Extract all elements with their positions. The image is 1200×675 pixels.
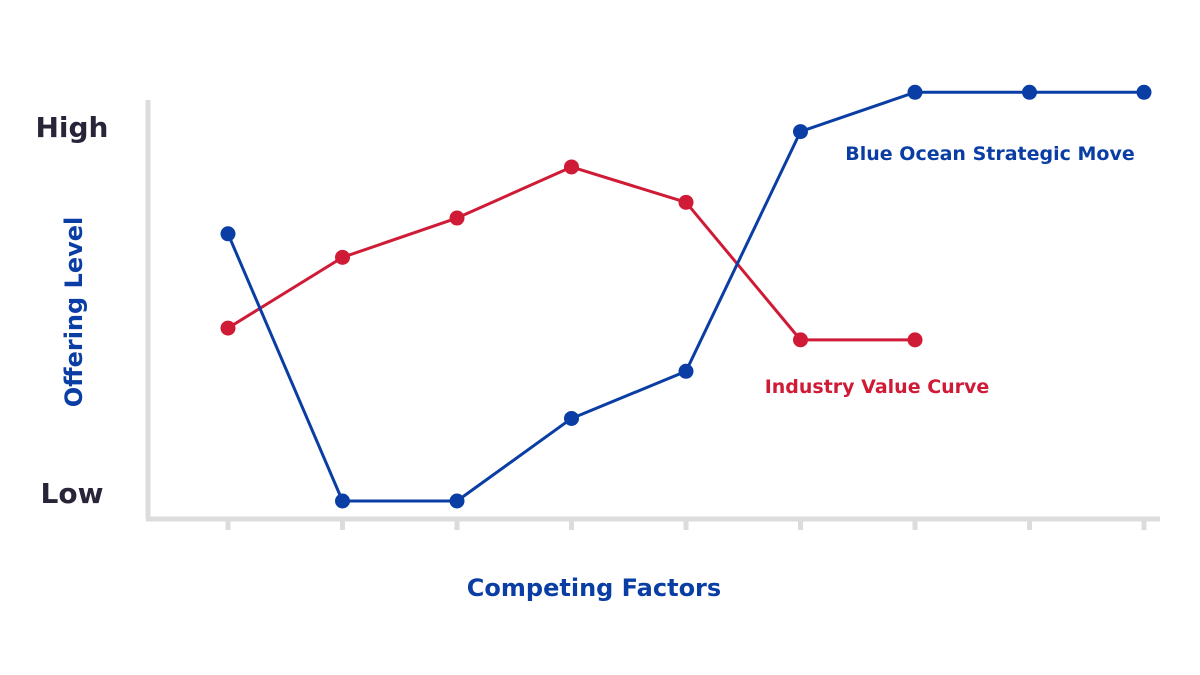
y-axis-title: Offering Level	[60, 217, 88, 408]
series-label-blue-ocean-strategic-move: Blue Ocean Strategic Move	[845, 143, 1134, 165]
data-point-industry-value-curve-2	[335, 249, 350, 265]
x-axis-title: Competing Factors	[467, 574, 721, 602]
data-point-industry-value-curve-5	[678, 194, 694, 210]
data-point-industry-value-curve-7	[907, 332, 923, 348]
data-point-industry-value-curve-4	[564, 159, 579, 175]
y-tick-label-low: Low	[41, 477, 104, 510]
y-tick-label-high: High	[35, 111, 108, 144]
data-point-blue-ocean-strategic-move-4	[564, 410, 579, 426]
data-point-industry-value-curve-6	[793, 332, 808, 348]
series-label-industry-value-curve: Industry Value Curve	[765, 376, 990, 398]
data-point-blue-ocean-strategic-move-5	[678, 363, 694, 379]
series-industry-value-curve	[220, 159, 923, 348]
x-axis-ticks	[225, 519, 1147, 530]
data-point-blue-ocean-strategic-move-6	[793, 124, 808, 140]
data-point-industry-value-curve-1	[220, 320, 236, 336]
series-blue-ocean-strategic-move	[220, 84, 1152, 509]
data-point-blue-ocean-strategic-move-3	[449, 493, 465, 509]
series-layer	[220, 84, 1152, 509]
data-point-blue-ocean-strategic-move-2	[335, 493, 350, 509]
data-point-industry-value-curve-3	[449, 210, 465, 226]
data-point-blue-ocean-strategic-move-9	[1136, 84, 1152, 100]
data-point-blue-ocean-strategic-move-7	[907, 84, 923, 100]
chart-axes	[145, 100, 1160, 530]
data-point-blue-ocean-strategic-move-1	[220, 226, 236, 242]
series-line-industry-value-curve	[227, 165, 915, 342]
data-point-blue-ocean-strategic-move-8	[1022, 84, 1037, 100]
